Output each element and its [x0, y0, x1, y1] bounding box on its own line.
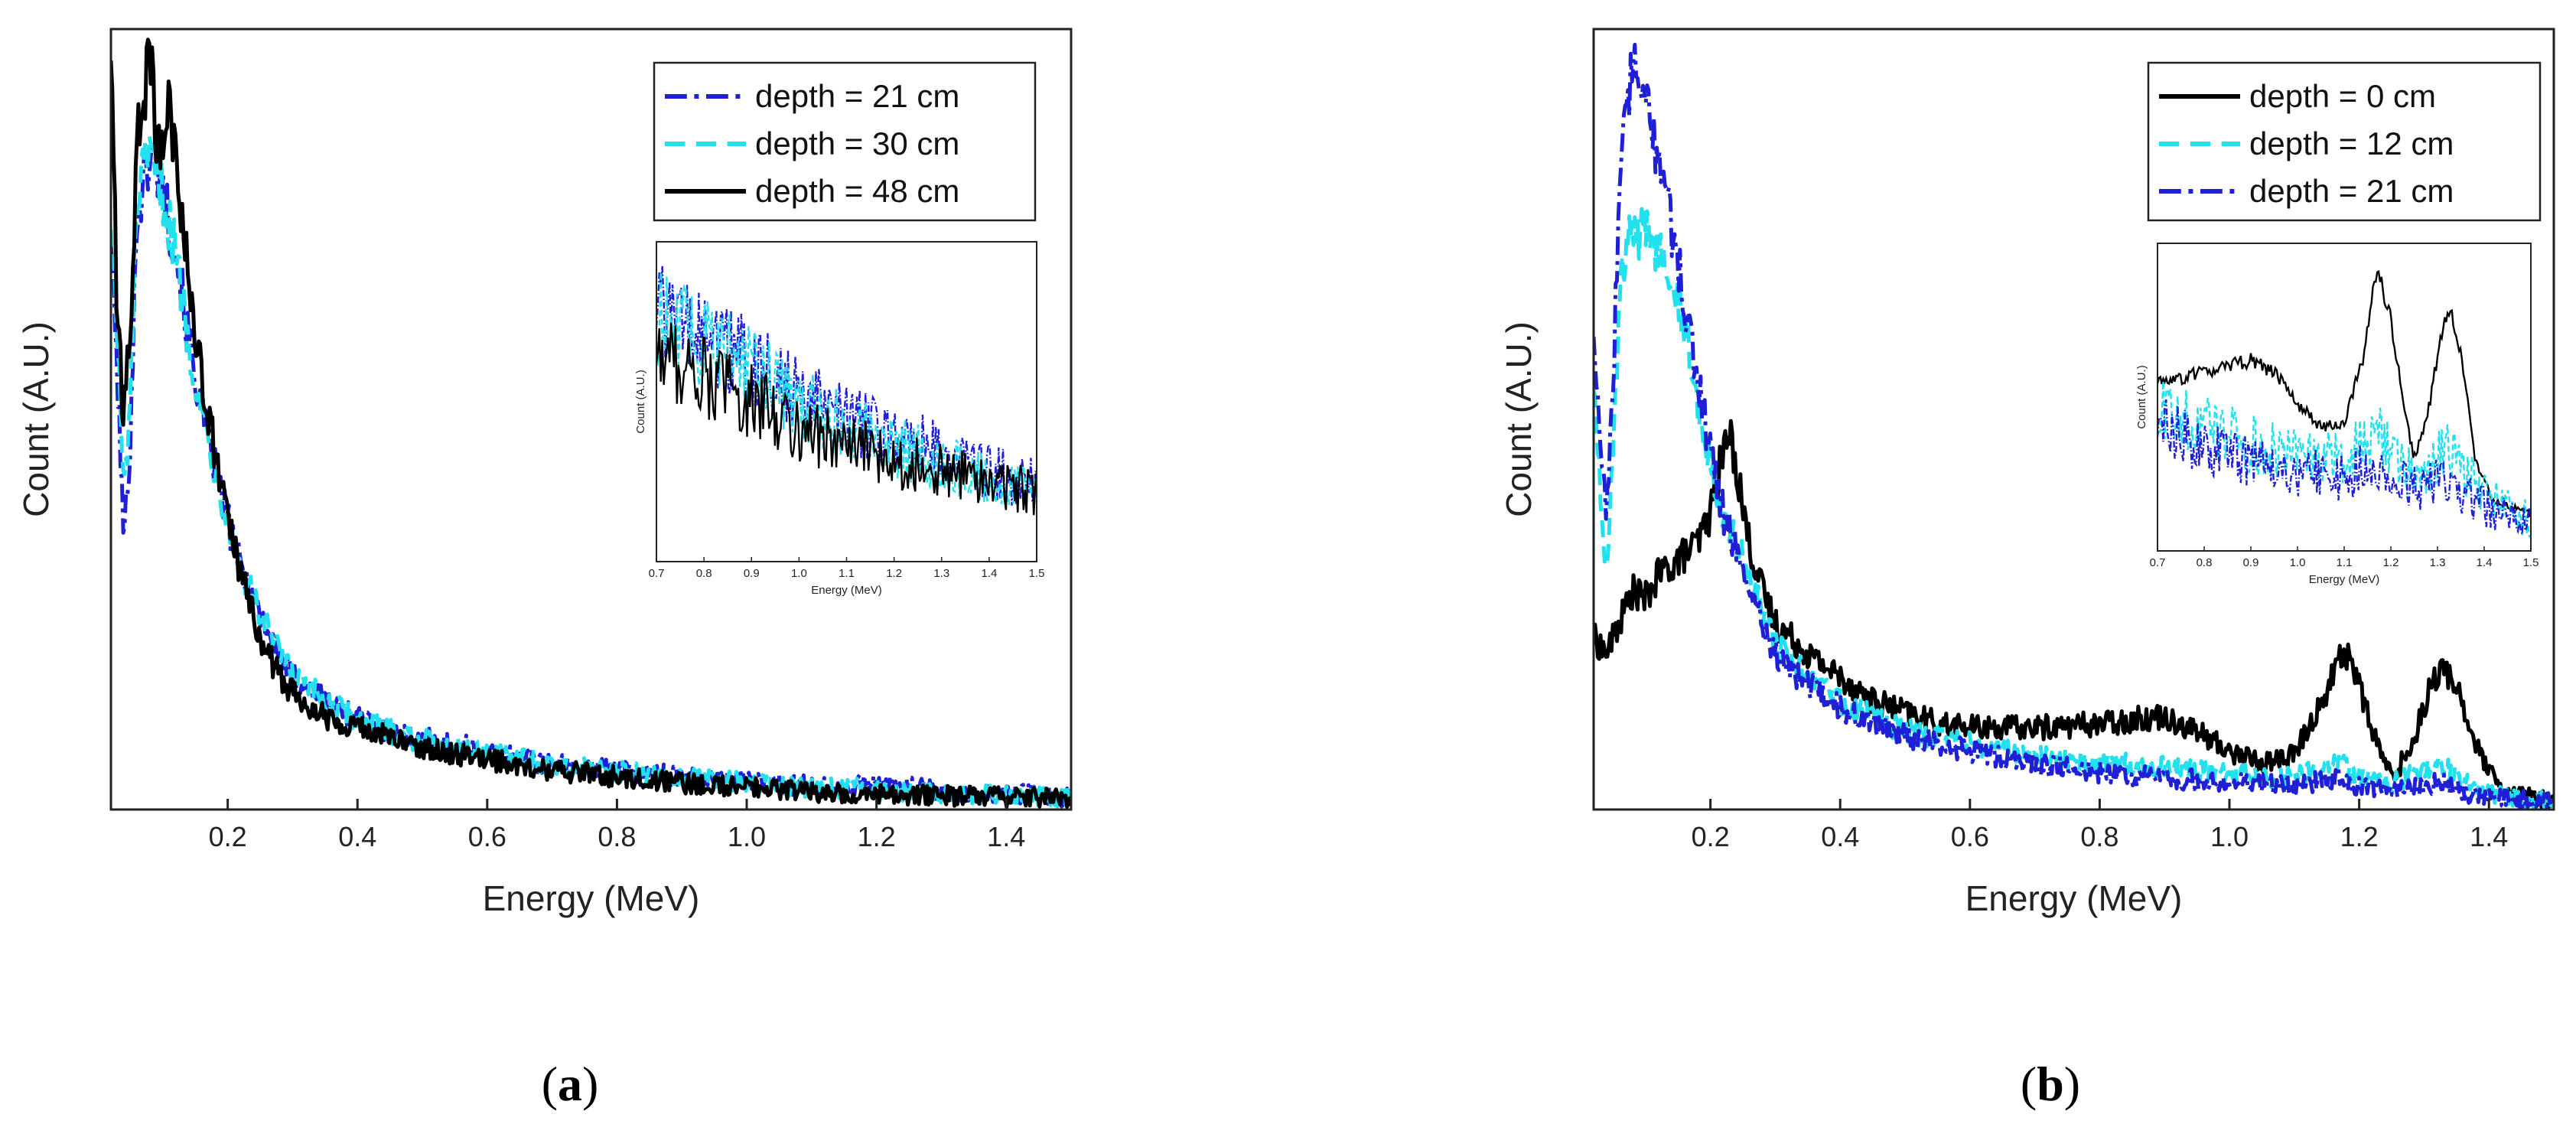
inset-y-axis-title: Count (A.U.)	[2135, 365, 2148, 428]
x-tick-label: 1.0	[728, 821, 766, 852]
panel-label-close: )	[582, 1057, 598, 1111]
x-tick-label: 1.2	[2340, 821, 2379, 852]
legend-box	[2147, 61, 2542, 222]
legend-label: depth = 12 cm	[2249, 125, 2454, 161]
inset-series-line-depth-48-cm	[656, 322, 1037, 516]
inset-x-tick-label: 0.9	[2243, 556, 2259, 569]
inset-series-line-depth-0-cm	[2158, 269, 2531, 518]
x-tick-label: 1.0	[2210, 821, 2249, 852]
inset-x-tick-label: 1.4	[2477, 556, 2493, 569]
inset-x-tick-label: 1.1	[839, 567, 855, 580]
inset-x-tick-label: 1.0	[791, 567, 807, 580]
inset-x-tick-label: 1.1	[2337, 556, 2353, 569]
x-axis-title: Energy (MeV)	[483, 878, 700, 918]
x-tick-label: 0.4	[338, 821, 376, 852]
series-group	[1594, 42, 2554, 810]
panel-a: 0.2 0.4 0.6 0.8 1.0 1.2 1.4 Energy (MeV) Count (…	[16, 28, 1073, 1111]
panel-label-open: (	[542, 1057, 558, 1111]
inset-x-tick-label: 1.2	[886, 567, 902, 580]
series-group	[111, 37, 1071, 809]
series-line-depth-48-cm	[111, 37, 1071, 809]
panel-label-letter: b	[2037, 1057, 2064, 1111]
inset-x-tick-label: 0.9	[744, 567, 760, 580]
legend: depth = 0 cm depth = 12 cm depth = 21 cm	[2147, 61, 2542, 222]
legend-label: depth = 30 cm	[755, 125, 959, 161]
inset-x-tick-label: 0.8	[696, 567, 712, 580]
inset-x-tick-label: 1.3	[933, 567, 949, 580]
inset-bg	[2158, 243, 2531, 551]
panel-label: (a)	[542, 1057, 599, 1111]
inset-chart: 0.7 0.8 0.9 1.0 1.1 1.2 1.3 1.4 1.5 Energy (MeV) C…	[634, 241, 1045, 597]
x-axis-title: Energy (MeV)	[1965, 878, 2183, 918]
panel-label-close: )	[2064, 1057, 2080, 1111]
inset-x-tick-label: 1.3	[2430, 556, 2446, 569]
inset-x-tick-label: 1.5	[1029, 567, 1045, 580]
inset-series-group	[656, 266, 1037, 516]
series-line-depth-21-cm	[1594, 42, 2554, 810]
inset-x-tick-label: 0.8	[2197, 556, 2213, 569]
inset-bg	[656, 242, 1037, 562]
legend-label: depth = 48 cm	[755, 173, 959, 209]
inset-x-axis-title: Energy (MeV)	[811, 584, 882, 597]
x-tick-label: 1.4	[2470, 821, 2508, 852]
x-tick-label: 0.8	[598, 821, 636, 852]
inset-x-tick-label: 0.7	[2150, 556, 2166, 569]
panel-label-open: (	[2021, 1057, 2037, 1111]
series-line-depth-30-cm	[111, 134, 1071, 809]
inset-series-line-depth-21-cm	[2158, 399, 2531, 535]
x-tick-label: 0.4	[1821, 821, 1859, 852]
panel-label: (b)	[2021, 1057, 2080, 1111]
legend-label: depth = 0 cm	[2249, 78, 2436, 114]
x-tick-label: 0.2	[1692, 821, 1730, 852]
panel-b: 0.2 0.4 0.6 0.8 1.0 1.2 1.4 Energy (MeV) Count (…	[1499, 28, 2555, 1111]
inset-x-tick-label: 1.0	[2290, 556, 2306, 569]
inset-series-line-depth-12-cm	[2158, 381, 2531, 539]
x-tick-label: 0.2	[209, 821, 247, 852]
plot-frame	[109, 28, 1073, 811]
inset-x-tick-label: 1.4	[981, 567, 997, 580]
inset-chart: 0.7 0.8 0.9 1.0 1.1 1.2 1.3 1.4 1.5 Energy (MeV) C…	[2135, 243, 2539, 586]
inset-series-group	[2158, 269, 2531, 539]
legend-label: depth = 21 cm	[755, 78, 959, 114]
y-axis-title: Count (A.U.)	[16, 321, 56, 517]
y-axis-title: Count (A.U.)	[1499, 321, 1539, 517]
legend-label: depth = 21 cm	[2249, 173, 2454, 209]
x-tick-label: 0.8	[2080, 821, 2118, 852]
legend-box	[653, 61, 1037, 222]
x-tick-label: 0.6	[468, 821, 506, 852]
plot-frame	[1592, 28, 2555, 811]
panel-label-letter: a	[558, 1057, 582, 1111]
x-tick-label: 1.4	[987, 821, 1025, 852]
inset-x-tick-label: 1.5	[2523, 556, 2539, 569]
inset-x-tick-label: 0.7	[649, 567, 665, 580]
inset-y-axis-title: Count (A.U.)	[634, 370, 647, 433]
x-tick-label: 0.6	[1951, 821, 1989, 852]
legend: depth = 21 cm depth = 30 cm depth = 48 cm	[653, 61, 1037, 222]
inset-x-axis-title: Energy (MeV)	[2309, 573, 2380, 586]
inset-x-tick-label: 1.2	[2383, 556, 2399, 569]
x-tick-label: 1.2	[858, 821, 896, 852]
